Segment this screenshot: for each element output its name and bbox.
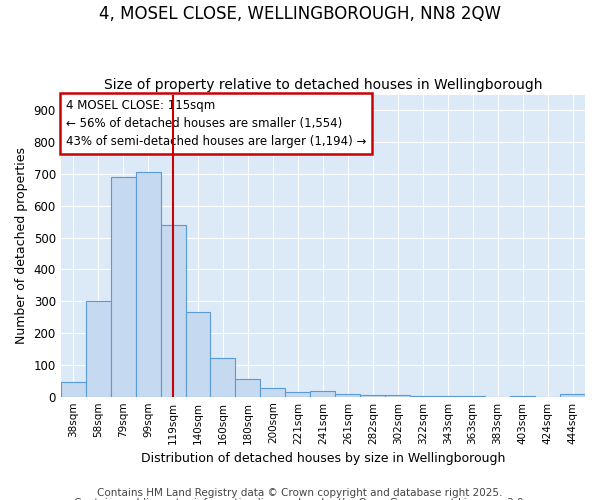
Bar xyxy=(260,388,286,396)
X-axis label: Distribution of detached houses by size in Wellingborough: Distribution of detached houses by size … xyxy=(140,452,505,465)
Text: 4 MOSEL CLOSE: 115sqm
← 56% of detached houses are smaller (1,554)
43% of semi-d: 4 MOSEL CLOSE: 115sqm ← 56% of detached … xyxy=(66,99,366,148)
Bar xyxy=(310,391,335,396)
Text: 4, MOSEL CLOSE, WELLINGBOROUGH, NN8 2QW: 4, MOSEL CLOSE, WELLINGBOROUGH, NN8 2QW xyxy=(99,5,501,23)
Y-axis label: Number of detached properties: Number of detached properties xyxy=(15,147,28,344)
Bar xyxy=(161,225,185,396)
Title: Size of property relative to detached houses in Wellingborough: Size of property relative to detached ho… xyxy=(104,78,542,92)
Bar xyxy=(136,172,161,396)
Bar xyxy=(235,379,260,396)
Text: Contains HM Land Registry data © Crown copyright and database right 2025.: Contains HM Land Registry data © Crown c… xyxy=(97,488,503,498)
Bar xyxy=(185,312,211,396)
Bar xyxy=(286,392,310,396)
Bar xyxy=(335,394,360,396)
Bar xyxy=(385,395,410,396)
Text: Contains public sector information licensed under the Open Government Licence v3: Contains public sector information licen… xyxy=(74,498,526,500)
Bar xyxy=(211,358,235,397)
Bar xyxy=(110,177,136,396)
Bar xyxy=(560,394,585,396)
Bar xyxy=(61,382,86,396)
Bar xyxy=(86,302,110,396)
